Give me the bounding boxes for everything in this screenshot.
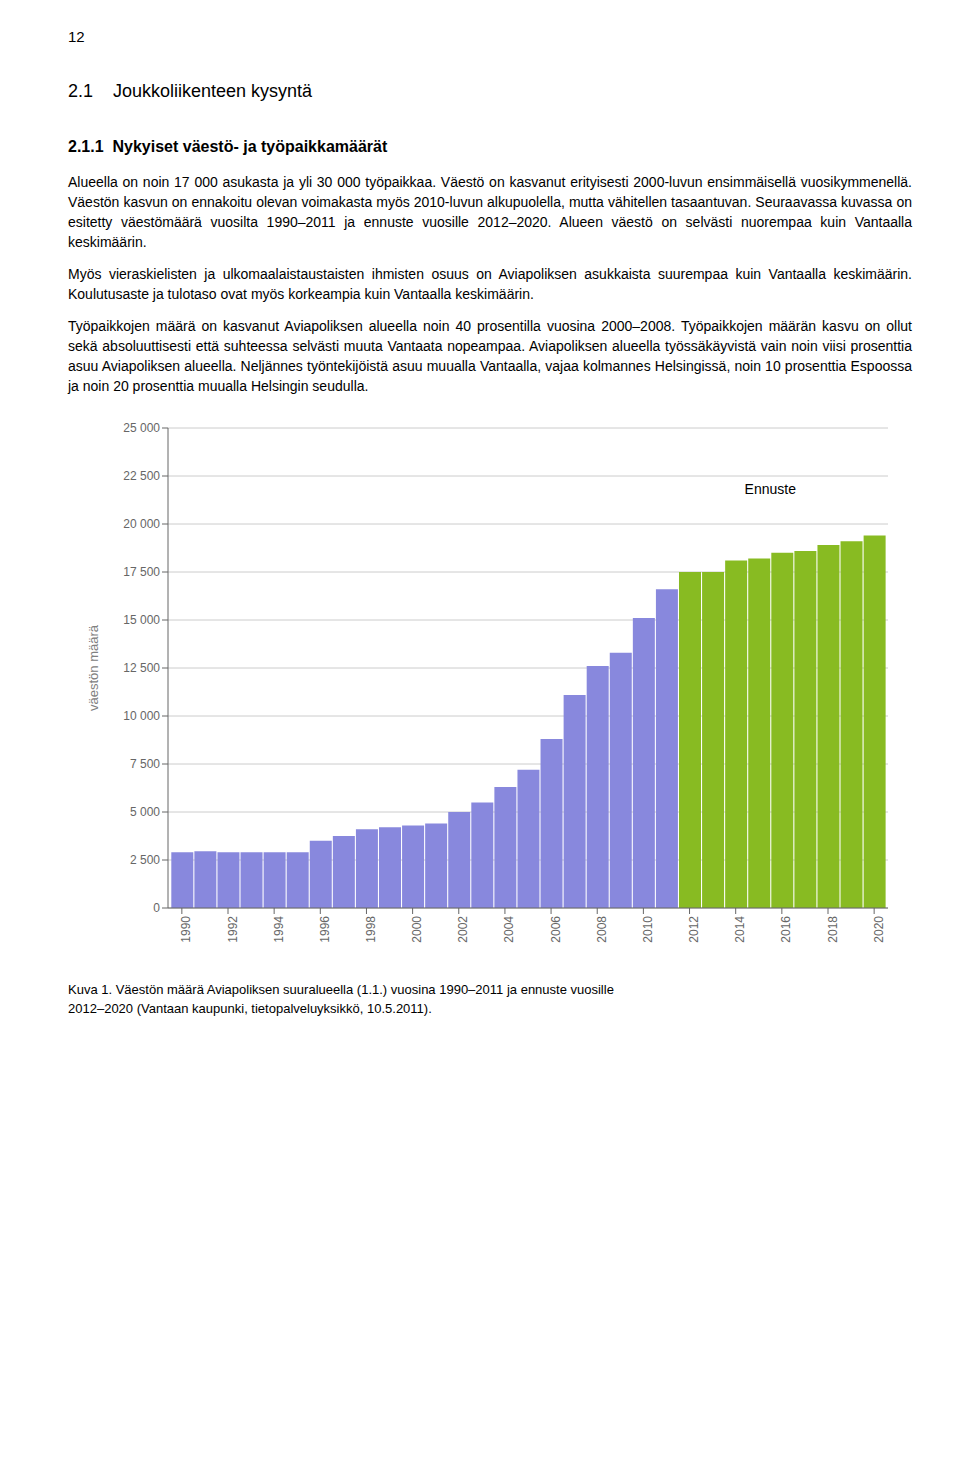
svg-text:väestön määrä: väestön määrä <box>86 624 101 711</box>
svg-text:20 000: 20 000 <box>123 517 160 531</box>
svg-text:2002: 2002 <box>456 916 470 943</box>
svg-text:2012: 2012 <box>687 916 701 943</box>
svg-text:2014: 2014 <box>733 916 747 943</box>
svg-text:12 500: 12 500 <box>123 661 160 675</box>
html-text:2.1.1 Nykyiset väestö- ja työp: 2.1.1 Nykyiset väestö- ja työpaikkamäärä… <box>68 138 388 155</box>
svg-text:2004: 2004 <box>502 916 516 943</box>
svg-text:2006: 2006 <box>549 916 563 943</box>
svg-text:2 500: 2 500 <box>130 853 160 867</box>
html-text:2012–2020 (Vantaan kaupunki, t: 2012–2020 (Vantaan kaupunki, tietopalvel… <box>68 1001 432 1016</box>
svg-text:0: 0 <box>153 901 160 915</box>
html-text:Alueella on noin 17 000 asukas: Alueella on noin 17 000 asukasta ja yli … <box>68 174 912 250</box>
html-text:Työpaikkojen määrä on kasvanut: Työpaikkojen määrä on kasvanut Aviapolik… <box>68 318 912 394</box>
svg-text:1990: 1990 <box>179 916 193 943</box>
html-text:2.1 Joukkoliikenteen kysyntä: 2.1 Joukkoliikenteen kysyntä <box>68 81 313 101</box>
html-text:Kuva 1. Väestön määrä Aviapoli: Kuva 1. Väestön määrä Aviapoliksen suura… <box>68 982 614 997</box>
svg-text:15 000: 15 000 <box>123 613 160 627</box>
svg-text:1996: 1996 <box>318 916 332 943</box>
svg-text:10 000: 10 000 <box>123 709 160 723</box>
svg-text:7 500: 7 500 <box>130 757 160 771</box>
svg-text:1994: 1994 <box>272 916 286 943</box>
svg-text:2008: 2008 <box>595 916 609 943</box>
svg-text:2010: 2010 <box>641 916 655 943</box>
svg-text:22 500: 22 500 <box>123 469 160 483</box>
svg-text:1992: 1992 <box>226 916 240 943</box>
html-text:Myös vieraskielisten ja ulkoma: Myös vieraskielisten ja ulkomaalaistaust… <box>68 266 912 302</box>
svg-text:2018: 2018 <box>826 916 840 943</box>
svg-text:25 000: 25 000 <box>123 421 160 435</box>
svg-text:2000: 2000 <box>410 916 424 943</box>
svg-text:Ennuste: Ennuste <box>745 481 797 497</box>
html-text:12: 12 <box>68 28 85 45</box>
svg-text:2020: 2020 <box>872 916 886 943</box>
svg-text:2016: 2016 <box>779 916 793 943</box>
svg-text:5 000: 5 000 <box>130 805 160 819</box>
svg-text:17 500: 17 500 <box>123 565 160 579</box>
svg-text:1998: 1998 <box>364 916 378 943</box>
